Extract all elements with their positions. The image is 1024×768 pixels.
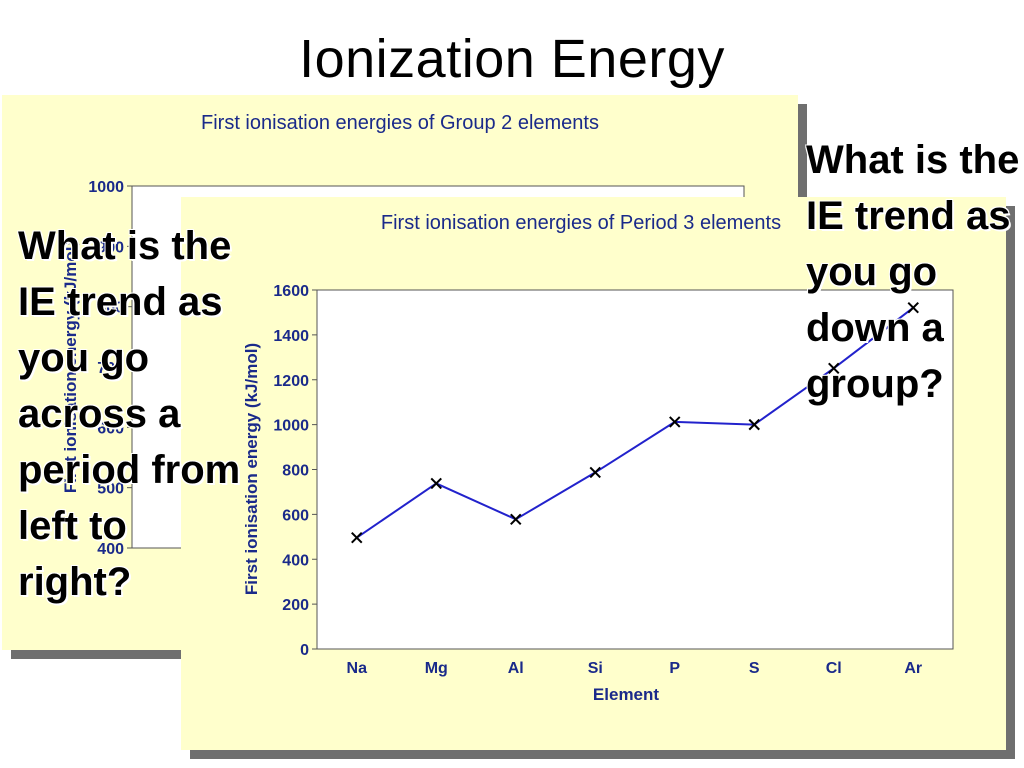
period3-data-point-p bbox=[669, 416, 681, 428]
period3-data-point-ar bbox=[907, 302, 919, 314]
period3-y-tick-label: 1400 bbox=[273, 328, 309, 345]
period3-x-tick-label: Ar bbox=[904, 660, 922, 677]
period3-x-tick-label: P bbox=[669, 660, 680, 677]
period3-data-point-si bbox=[589, 466, 601, 479]
period3-x-axis-title: Element bbox=[593, 685, 659, 704]
period3-data-point-mg bbox=[430, 477, 442, 490]
period3-x-tick-label: Cl bbox=[826, 660, 842, 677]
period3-y-tick-label: 800 bbox=[282, 463, 309, 480]
slide-title: Ionization Energy bbox=[299, 29, 725, 89]
group2-y-axis-title: First ionisation energy (kJ/mol) bbox=[61, 241, 80, 493]
period3-x-tick-label: Si bbox=[588, 660, 603, 677]
period3-y-tick-label: 1600 bbox=[273, 283, 309, 300]
period3-plot-area bbox=[316, 289, 954, 650]
period3-x-tick-label: Mg bbox=[425, 660, 448, 677]
group2-y-tick-label: 1000 bbox=[88, 179, 124, 196]
period3-y-axis-title: First ionisation energy (kJ/mol) bbox=[242, 343, 261, 595]
period3-data-point-na bbox=[351, 532, 363, 544]
period3-data-point-s bbox=[748, 418, 760, 431]
period3-y-ticks: 0 200 400 600 800 1000 1200 1400 1600 bbox=[273, 283, 317, 659]
period3-x-ticks: Na Mg Al Si P S Cl Ar bbox=[347, 660, 923, 677]
period3-series-line bbox=[356, 306, 914, 539]
group2-chart-title: First ionisation energies of Group 2 ele… bbox=[201, 112, 599, 134]
group2-y-tick-label: 700 bbox=[97, 360, 124, 377]
question-group-trend: What is the IE trend as you go down a gr… bbox=[806, 138, 1020, 406]
period3-data-point-cl bbox=[828, 362, 840, 375]
period3-y-tick-label: 0 bbox=[300, 642, 309, 659]
group2-y-tick-label: 600 bbox=[97, 420, 124, 437]
group2-y-ticks: 400 500 600 700 800 900 1000 bbox=[88, 179, 132, 558]
period3-y-tick-label: 200 bbox=[282, 597, 309, 614]
period3-y-tick-label: 1000 bbox=[273, 418, 309, 435]
group2-y-tick-label: 500 bbox=[97, 481, 124, 498]
group2-y-tick-label: 400 bbox=[97, 541, 124, 558]
group2-y-tick-label: 800 bbox=[97, 300, 124, 317]
period3-y-tick-label: 400 bbox=[282, 552, 309, 569]
period3-data-point-al bbox=[510, 513, 522, 526]
period3-y-tick-label: 1200 bbox=[273, 373, 309, 390]
period3-x-tick-label: S bbox=[749, 660, 760, 677]
period3-chart-title: First ionisation energies of Period 3 el… bbox=[381, 212, 781, 234]
period3-chart-panel: First ionisation energies of Period 3 el… bbox=[181, 197, 1006, 750]
question-period-trend: What is the IE trend as you go across a … bbox=[18, 224, 241, 604]
group2-y-tick-label: 900 bbox=[97, 239, 124, 256]
period3-series bbox=[351, 302, 919, 544]
period3-y-tick-label: 600 bbox=[282, 507, 309, 524]
period3-chart: First ionisation energies of Period 3 el… bbox=[242, 212, 954, 704]
period3-x-tick-label: Al bbox=[508, 660, 524, 677]
period3-x-tick-label: Na bbox=[347, 660, 368, 677]
